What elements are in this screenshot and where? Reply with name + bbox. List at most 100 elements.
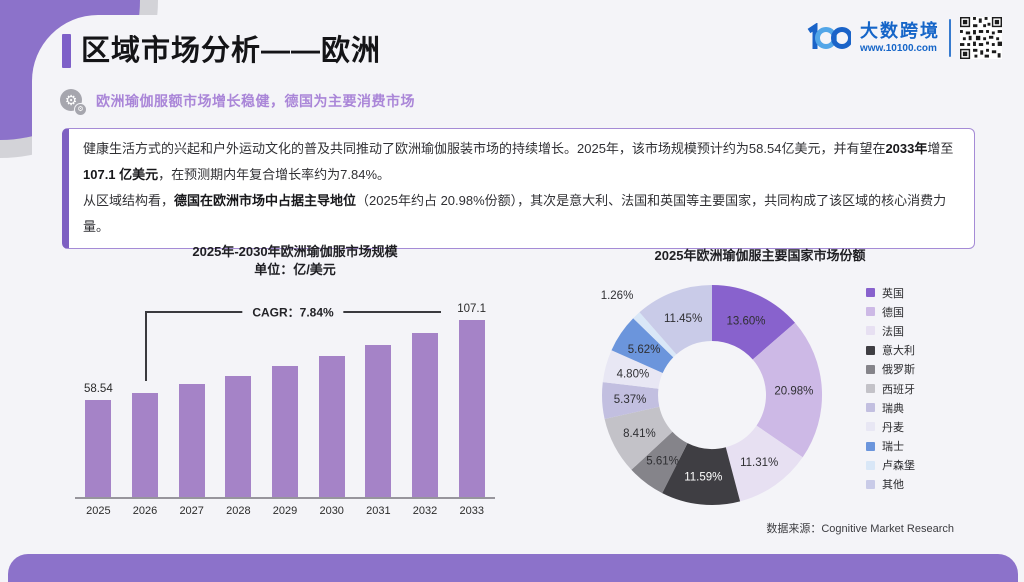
donut-slice — [752, 322, 823, 458]
legend-item: 德国 — [866, 302, 915, 321]
cagr-annotation: CAGR：7.84% — [242, 303, 344, 321]
legend-swatch — [866, 422, 875, 432]
slice-percentage-label: 1.26% — [601, 290, 634, 302]
slice-percentage-label: 11.59% — [684, 472, 722, 484]
legend-item: 卢森堡 — [866, 456, 915, 475]
slice-percentage-label: 11.45% — [664, 313, 702, 325]
legend-swatch — [866, 288, 875, 298]
donut-slice — [602, 382, 660, 419]
legend-swatch — [866, 364, 875, 374]
slice-percentage-label: 8.41% — [623, 428, 656, 440]
page-title: 区域市场分析——欧洲 — [81, 35, 382, 67]
legend-label: 德国 — [882, 306, 904, 319]
legend-label: 卢森堡 — [882, 460, 915, 473]
legend-swatch — [866, 326, 875, 336]
title-accent-bar — [62, 34, 71, 68]
bar — [458, 320, 485, 497]
legend-label: 意大利 — [882, 345, 915, 358]
donut-slice — [639, 285, 712, 355]
bar — [412, 333, 438, 497]
legend-item: 丹麦 — [866, 417, 915, 436]
donut-slice — [631, 431, 688, 494]
brand-name: 大数跨境 — [860, 20, 940, 41]
gear-icon: ⚙ ⚙ — [60, 89, 87, 116]
bottom-bar-decoration — [8, 554, 1018, 582]
donut-slice — [662, 443, 741, 506]
legend-label: 英国 — [882, 287, 904, 300]
x-tick-label: 2030 — [319, 505, 344, 517]
bar — [272, 366, 298, 497]
x-tick-label: 2025 — [86, 505, 111, 517]
legend-swatch — [866, 441, 875, 451]
donut-chart-section: 2025年欧洲瑜伽服主要国家市场份额 13.60% 20.98% 11.31% 11.… — [560, 247, 980, 527]
legend-label: 法国 — [882, 325, 904, 338]
donut-slice — [712, 285, 795, 360]
bar — [132, 393, 158, 497]
bar — [178, 384, 205, 497]
data-source-note: 数据来源：Cognitive Market Research — [766, 523, 954, 535]
donut-slice — [602, 350, 663, 389]
bar-chart-unit: 单位：亿/美元 — [254, 262, 336, 277]
qr-code-icon — [960, 17, 1002, 59]
page-subtitle: 欧洲瑜伽服额市场增长稳健，德国为主要消费市场 — [96, 93, 415, 109]
chart-legend: 英国德国法国意大利俄罗斯西班牙瑞典丹麦瑞士卢森堡其他 — [866, 283, 915, 494]
legend-swatch — [866, 479, 875, 489]
legend-item: 瑞典 — [866, 398, 915, 417]
legend-item: 意大利 — [866, 341, 915, 360]
donut-slice — [725, 425, 803, 502]
legend-label: 瑞士 — [882, 441, 904, 454]
bar-chart-section: 2025年-2030年欧洲瑜伽服市场规模 单位：亿/美元 58.54 107.1 C… — [60, 243, 530, 533]
legend-swatch — [866, 307, 875, 317]
subtitle-row: ⚙ ⚙ 欧洲瑜伽服额市场增长稳健，德国为主要消费市场 — [60, 89, 415, 116]
legend-label: 西班牙 — [882, 383, 915, 396]
bar-chart-title: 2025年-2030年欧洲瑜伽服市场规模 — [192, 244, 398, 259]
bar-chart-x-axis: 2025 2026 2027 2028 2029 2030 2031 2032 2033 — [75, 505, 495, 517]
legend-item: 俄罗斯 — [866, 360, 915, 379]
legend-item: 西班牙 — [866, 379, 915, 398]
legend-item: 瑞士 — [866, 437, 915, 456]
slice-percentage-label: 5.61% — [646, 456, 679, 468]
legend-swatch — [866, 345, 875, 355]
x-tick-label: 2033 — [459, 505, 484, 517]
summary-paragraph: 健康生活方式的兴起和户外运动文化的普及共同推动了欧洲瑜伽服装市场的持续增长。20… — [83, 141, 954, 156]
donut-chart: 13.60% 20.98% 11.31% 11.59% 5.61% 8.41% 5.37% 4… — [601, 285, 823, 506]
bar-value-label: 58.54 — [83, 383, 113, 395]
donut-slice — [633, 312, 677, 358]
bar — [365, 345, 392, 497]
summary-box: 健康生活方式的兴起和户外运动文化的普及共同推动了欧洲瑜伽服装市场的持续增长。20… — [62, 128, 975, 249]
brand-website: www.10100.com — [860, 43, 937, 55]
legend-swatch — [866, 403, 875, 413]
x-tick-label: 2031 — [366, 505, 391, 517]
slice-percentage-label: 11.31% — [740, 457, 778, 469]
logo-divider — [949, 19, 951, 57]
x-tick-label: 2027 — [179, 505, 204, 517]
legend-label: 瑞典 — [882, 402, 904, 415]
legend-label: 俄罗斯 — [882, 364, 915, 377]
slice-percentage-label: 20.98% — [774, 385, 813, 397]
legend-item: 其他 — [866, 475, 915, 494]
donut-slice — [604, 406, 673, 470]
summary-paragraph: 从区域结构看，德国在欧洲市场中占据主导地位（2025年约占 20.98%份额），… — [83, 193, 947, 234]
donut-chart-title: 2025年欧洲瑜伽服主要国家市场份额 — [654, 248, 866, 263]
bar-chart-plot: 58.54 107.1 CAGR：7.84% — [75, 302, 495, 499]
x-tick-label: 2029 — [272, 505, 298, 517]
legend-swatch — [866, 384, 875, 394]
cagr-bracket-vertical — [145, 311, 147, 381]
gear-small-icon: ⚙ — [74, 103, 87, 116]
bar — [225, 376, 252, 497]
bar-value-label: 107.1 — [457, 303, 487, 315]
summary-paragraph: 107.1 亿美元，在预测期内年复合增长率约为7.84%。 — [83, 167, 391, 182]
legend-item: 英国 — [866, 283, 915, 302]
slice-percentage-label: 5.62% — [628, 344, 661, 356]
bar — [85, 400, 112, 497]
slice-percentage-label: 5.37% — [614, 394, 647, 406]
bar — [318, 356, 345, 497]
header: 区域市场分析——欧洲 — [62, 32, 381, 70]
legend-swatch — [866, 460, 875, 470]
x-tick-label: 2032 — [412, 505, 438, 517]
x-tick-label: 2026 — [132, 505, 158, 517]
brand-logo: 大数跨境 www.10100.com — [805, 17, 1002, 59]
x-tick-label: 2028 — [226, 505, 251, 517]
legend-label: 其他 — [882, 479, 904, 492]
donut-slice — [611, 318, 674, 373]
